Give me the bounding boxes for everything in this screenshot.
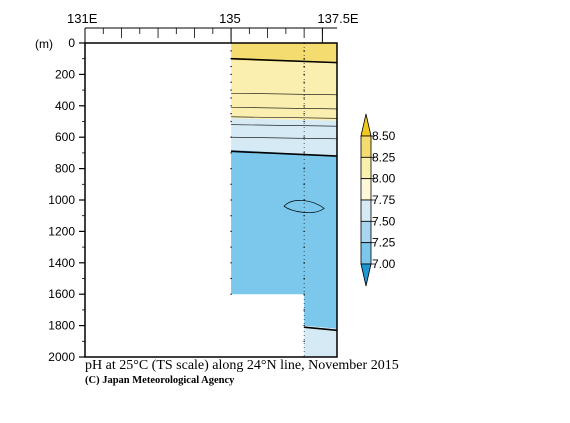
y-axis-label: (m) — [35, 37, 53, 51]
contour-line-7.9 — [231, 107, 338, 110]
sample-point — [230, 215, 232, 217]
section-fill-layer — [231, 43, 337, 357]
y-tick-label: 1200 — [48, 224, 75, 238]
colorbar-label: 7.50 — [372, 214, 396, 228]
sample-point — [303, 113, 305, 115]
sample-point — [230, 105, 232, 107]
contour-layer — [231, 57, 338, 332]
colorbar-label: 7.75 — [372, 193, 396, 207]
y-tick-label: 0 — [68, 36, 75, 50]
sample-point — [303, 152, 305, 154]
colorbar-label: 8.25 — [372, 150, 396, 164]
colorbar-label: 8.50 — [372, 129, 396, 143]
sample-point — [230, 277, 232, 280]
sample-point — [230, 65, 232, 68]
colorbar-extend-top — [360, 113, 372, 137]
sample-point — [230, 199, 232, 201]
sample-point — [303, 89, 305, 91]
sample-point — [303, 81, 305, 83]
colorbar-extend-bottom — [360, 263, 372, 287]
y-tick-label: 1400 — [48, 256, 75, 270]
y-tick-label: 2000 — [48, 350, 75, 364]
y-tick-label: 800 — [55, 162, 75, 176]
fill-region-7.50-7.75 — [231, 118, 337, 157]
sample-point — [303, 309, 305, 311]
contour-line-7.5 — [304, 326, 338, 332]
fill-region-8.00-8.25 — [231, 43, 337, 64]
contour-line-7.5 — [231, 150, 338, 157]
sample-point — [230, 81, 232, 83]
sample-point — [230, 113, 232, 115]
sample-point — [230, 183, 232, 185]
contour-line-7.85 — [231, 116, 338, 119]
fill-region-7.25-7.50 — [231, 149, 337, 329]
colorbar-swatch — [360, 178, 372, 201]
sample-point — [230, 120, 232, 123]
colorbar-label: 8.00 — [372, 172, 396, 186]
contour-line-8 — [231, 57, 338, 64]
sample-point — [230, 293, 232, 295]
sample-point — [230, 73, 232, 75]
fill-region-7.50-7.75 — [304, 325, 337, 357]
y-tick-label: 200 — [55, 67, 75, 81]
sample-point — [303, 277, 305, 280]
contour-line-7.7 — [231, 124, 338, 127]
sample-point — [303, 120, 305, 123]
axes-layer: 131E 135 137.5E 0 200 400 600 800 1000 1200 1400 16… — [35, 11, 359, 364]
colorbar-swatch — [360, 135, 372, 158]
sample-point — [303, 136, 305, 138]
sample-point — [230, 262, 232, 264]
sample-point — [303, 293, 305, 295]
sample-point — [230, 152, 232, 154]
y-tick-label: 1600 — [48, 287, 75, 301]
colorbar-label: 7.00 — [372, 257, 396, 271]
chart-title: pH at 25°C (TS scale) along 24°N line, N… — [85, 358, 399, 373]
sample-point — [303, 325, 305, 327]
sample-point — [230, 89, 232, 91]
sample-point — [303, 50, 305, 52]
sample-point — [303, 105, 305, 107]
y-tick-label: 1000 — [48, 193, 75, 207]
colorbar: 8.50 8.25 8.00 7.75 7.50 7.25 7.00 — [360, 113, 396, 287]
sample-point — [230, 50, 232, 52]
sample-point — [230, 168, 232, 170]
sample-point — [303, 97, 305, 99]
y-tick-label: 600 — [55, 130, 75, 144]
colorbar-swatch — [360, 156, 372, 180]
x-tick-label: 137.5E — [317, 11, 359, 26]
sample-point — [303, 65, 305, 68]
colorbar-label: 7.25 — [372, 236, 396, 250]
sample-point — [230, 246, 232, 248]
sample-point — [230, 97, 232, 99]
sample-point — [230, 230, 232, 232]
x-tick-label: 135 — [219, 11, 241, 26]
sample-point — [303, 168, 305, 170]
y-tick-label: 1800 — [48, 319, 75, 333]
sample-point — [303, 262, 305, 264]
closed-contour — [283, 200, 325, 213]
sample-point — [303, 73, 305, 75]
contour-line-7.95 — [231, 92, 338, 96]
contour-line-7.6 — [231, 136, 338, 140]
sample-point — [230, 136, 232, 138]
sample-point — [303, 58, 305, 60]
fill-region-7.75-8.00 — [231, 60, 337, 121]
y-tick-label: 400 — [55, 99, 75, 113]
sample-point — [303, 183, 305, 185]
colorbar-swatch — [360, 199, 372, 222]
sample-point — [303, 340, 305, 342]
credit-text: (C) Japan Meteorological Agency — [85, 375, 235, 386]
colorbar-swatch — [360, 220, 372, 244]
colorbar-swatch — [360, 242, 372, 265]
x-tick-label: 131E — [67, 11, 98, 26]
sample-point — [230, 58, 232, 60]
